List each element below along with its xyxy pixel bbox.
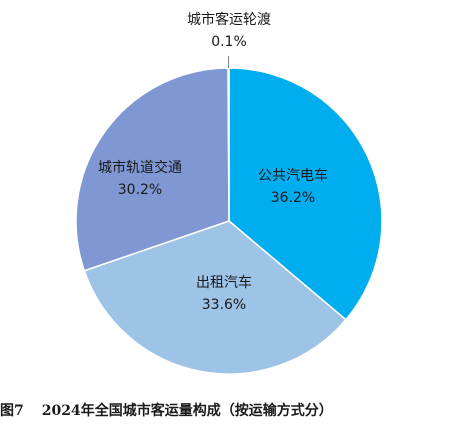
- slice-label-0: 公共汽电车: [258, 167, 328, 184]
- pie-chart: 公共汽电车 36.2% 出租汽车 33.6% 城市轨道交通 30.2% 城市客运轮渡 0.1%: [75, 11, 383, 375]
- pie-slice-2: [75, 67, 230, 272]
- slice-label-1: 出租汽车: [196, 274, 252, 291]
- slice-value-3: 0.1%: [211, 34, 247, 50]
- pie-slice-0: [228, 67, 383, 321]
- slice-value-2: 30.2%: [118, 182, 162, 198]
- figure-number: 图7: [0, 403, 24, 419]
- slice-value-1: 33.6%: [202, 297, 246, 313]
- figure-caption: 图7 2024年全国城市客运量构成（按运输方式分）: [0, 400, 456, 420]
- figure-title: 2024年全国城市客运量构成（按运输方式分）: [41, 403, 333, 419]
- pie-slice-3: [227, 67, 230, 222]
- slice-value-0: 36.2%: [271, 190, 315, 206]
- pie-slice-1: [83, 220, 347, 375]
- slice-label-2: 城市轨道交通: [98, 159, 182, 176]
- slice-label-3: 城市客运轮渡: [187, 11, 271, 28]
